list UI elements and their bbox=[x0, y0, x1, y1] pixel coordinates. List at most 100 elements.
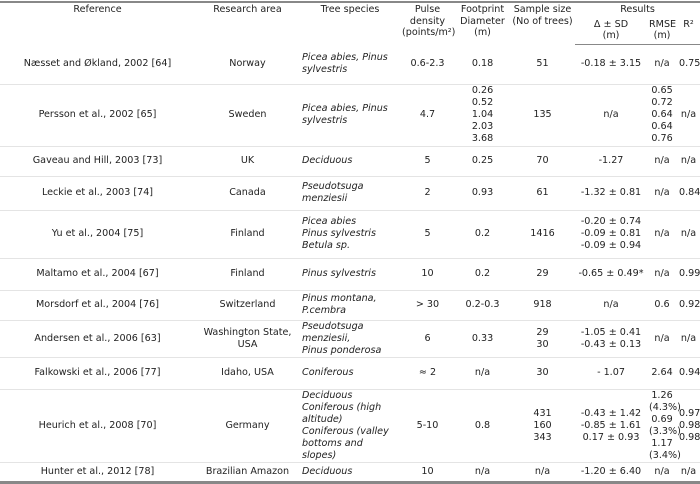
species-cell: Picea abies, Pinus sylvestris bbox=[300, 44, 400, 85]
pulse-cell: 4.7 bbox=[400, 84, 455, 147]
sample-cell-line: 135 bbox=[533, 109, 552, 120]
r2-cell-line: 0.75 bbox=[679, 58, 700, 69]
species-cell: Deciduous bbox=[300, 146, 400, 177]
r2-cell: 0.97 0.98 0.98 bbox=[677, 389, 700, 463]
area-cell: Sweden bbox=[195, 84, 300, 147]
delta-cell: -0.18 ± 3.15 bbox=[575, 44, 647, 85]
sample-cell-line: 30 bbox=[536, 338, 549, 350]
table-row: Hunter et al., 2012 [78] Brazilian Amazon… bbox=[0, 462, 700, 484]
r2-cell-line: n/a bbox=[680, 332, 697, 344]
r2-cell-line: 0.92 bbox=[679, 299, 700, 310]
r2-cell: n/a bbox=[677, 84, 700, 147]
footprint-cell: 0.2 bbox=[455, 258, 510, 291]
rmse-cell-line: n/a bbox=[654, 155, 670, 166]
species-cell: Pinus sylvestris bbox=[300, 258, 400, 291]
rmse-cell-line: 2.64 bbox=[651, 367, 673, 378]
pulse-cell: 5-10 bbox=[400, 389, 455, 463]
delta-cell-line: -1.20 ± 6.40 bbox=[580, 465, 642, 477]
rmse-cell: n/a bbox=[647, 320, 677, 358]
sample-cell: 61 bbox=[510, 176, 575, 211]
rmse-cell: n/a bbox=[647, 462, 677, 484]
footprint-cell-line: 0.25 bbox=[471, 155, 494, 166]
reference-cell: Heurich et al., 2008 [70] bbox=[0, 389, 195, 463]
footprint-cell-line: 0.33 bbox=[471, 332, 494, 344]
area-cell: Idaho, USA bbox=[195, 357, 300, 390]
delta-cell-line: n/a bbox=[603, 299, 619, 310]
footprint-cell-line: n/a bbox=[474, 367, 491, 378]
header-reference: Reference bbox=[0, 1, 195, 44]
table-row: Morsdorf et al., 2004 [76] Switzerland Pin… bbox=[0, 290, 700, 321]
delta-cell-line: -0.20 ± 0.74 bbox=[580, 216, 642, 227]
sample-cell: 29 30 bbox=[510, 320, 575, 358]
species-cell-line: Deciduous bbox=[302, 465, 353, 477]
rmse-cell: n/a bbox=[647, 210, 677, 259]
species-cell-line: Coniferous (valley bottoms and slopes) bbox=[302, 425, 389, 461]
reference-cell: Falkowski et al., 2006 [77] bbox=[0, 357, 195, 390]
species-cell-line: Coniferous bbox=[302, 367, 354, 378]
rmse-cell: n/a bbox=[647, 176, 677, 211]
rmse-cell: n/a bbox=[647, 44, 677, 85]
species-cell-line: Deciduous bbox=[302, 389, 353, 401]
species-cell-line: Pinus montana, P.cembra bbox=[302, 293, 377, 316]
header-rmse: RMSE (m) bbox=[647, 17, 677, 45]
r2-cell-line: n/a bbox=[680, 155, 697, 166]
r2-cell: 0.94 bbox=[677, 357, 700, 390]
reference-cell: Morsdorf et al., 2004 [76] bbox=[0, 290, 195, 321]
r2-cell: n/a bbox=[677, 146, 700, 177]
footprint-cell-line: 0.26 bbox=[471, 85, 494, 96]
sample-cell: 918 bbox=[510, 290, 575, 321]
r2-cell: 0.99 bbox=[677, 258, 700, 291]
species-cell: Picea abies, Pinus sylvestris bbox=[300, 84, 400, 147]
sample-cell-line: 343 bbox=[533, 431, 552, 443]
rmse-cell: 1.26 (4.3%) 0.69 (3.3%) 1.17 (3.4%) bbox=[647, 389, 681, 463]
r2-cell-line: 0.99 bbox=[679, 268, 700, 279]
species-cell-line: Picea abies bbox=[302, 216, 357, 227]
r2-cell: n/a bbox=[677, 462, 700, 484]
header-delta: Δ ± SD (m) bbox=[575, 17, 647, 45]
pulse-cell: 5 bbox=[400, 210, 455, 259]
delta-cell-line: -0.09 ± 0.94 bbox=[580, 240, 642, 251]
rmse-cell: 0.6 bbox=[647, 290, 677, 321]
r2-cell: 0.75 bbox=[677, 44, 700, 85]
species-cell-line: Coniferous (high altitude) bbox=[302, 401, 382, 425]
species-cell: Deciduous Coniferous (high altitude) Conif… bbox=[300, 389, 400, 463]
species-cell-line: Pinus sylvestris bbox=[302, 228, 376, 239]
species-cell-line: Betula sp. bbox=[302, 240, 351, 251]
area-cell: Switzerland bbox=[195, 290, 300, 321]
rmse-cell-line: n/a bbox=[654, 268, 670, 279]
species-cell-line: Pseudotsuga menziesii, bbox=[302, 320, 364, 344]
reference-cell: Maltamo et al., 2004 [67] bbox=[0, 258, 195, 291]
rmse-cell-line: n/a bbox=[654, 187, 670, 198]
r2-cell-line: 0.98 bbox=[679, 419, 700, 431]
r2-cell-line: 0.98 bbox=[679, 431, 700, 443]
rmse-cell-line: 0.64 bbox=[651, 121, 673, 132]
species-cell: Pseudotsuga menziesii bbox=[300, 176, 400, 211]
pulse-cell: 10 bbox=[400, 462, 455, 484]
footprint-cell-line: 0.18 bbox=[471, 57, 494, 69]
r2-cell-line: n/a bbox=[680, 228, 697, 239]
delta-cell: n/a bbox=[575, 290, 647, 321]
table-row: Yu et al., 2004 [75] Finland Picea abies Pi… bbox=[0, 210, 700, 259]
footprint-cell: 0.2 bbox=[455, 210, 510, 259]
sample-cell-line: n/a bbox=[534, 465, 551, 477]
footprint-cell-line: 0.8 bbox=[474, 419, 491, 431]
species-cell: Pseudotsuga menziesii, Pinus ponderosa bbox=[300, 320, 400, 358]
sample-cell: 29 bbox=[510, 258, 575, 291]
table-row: Maltamo et al., 2004 [67] Finland Pinus sy… bbox=[0, 258, 700, 291]
area-cell: Germany bbox=[195, 389, 300, 463]
reference-cell: Yu et al., 2004 [75] bbox=[0, 210, 195, 259]
table-row: Persson et al., 2002 [65] Sweden Picea abi… bbox=[0, 84, 700, 147]
species-cell: Pinus montana, P.cembra bbox=[300, 290, 400, 321]
r2-cell-line: 0.97 bbox=[679, 407, 700, 419]
table-row: Andersen et al., 2006 [63] Washington Sta… bbox=[0, 320, 700, 358]
delta-cell: -0.65 ± 0.49* bbox=[575, 258, 647, 291]
species-cell-line: Picea abies, Pinus sylvestris bbox=[302, 103, 388, 126]
species-cell-line: Pseudotsuga menziesii bbox=[302, 181, 364, 204]
footprint-cell-line: 1.04 bbox=[471, 109, 494, 120]
table-row: Falkowski et al., 2006 [77] Idaho, USA Con… bbox=[0, 357, 700, 390]
header-results: Results bbox=[575, 1, 700, 18]
area-cell: Washington State, USA bbox=[195, 320, 300, 358]
footprint-cell: 0.18 bbox=[455, 44, 510, 85]
area-cell: Finland bbox=[195, 258, 300, 291]
